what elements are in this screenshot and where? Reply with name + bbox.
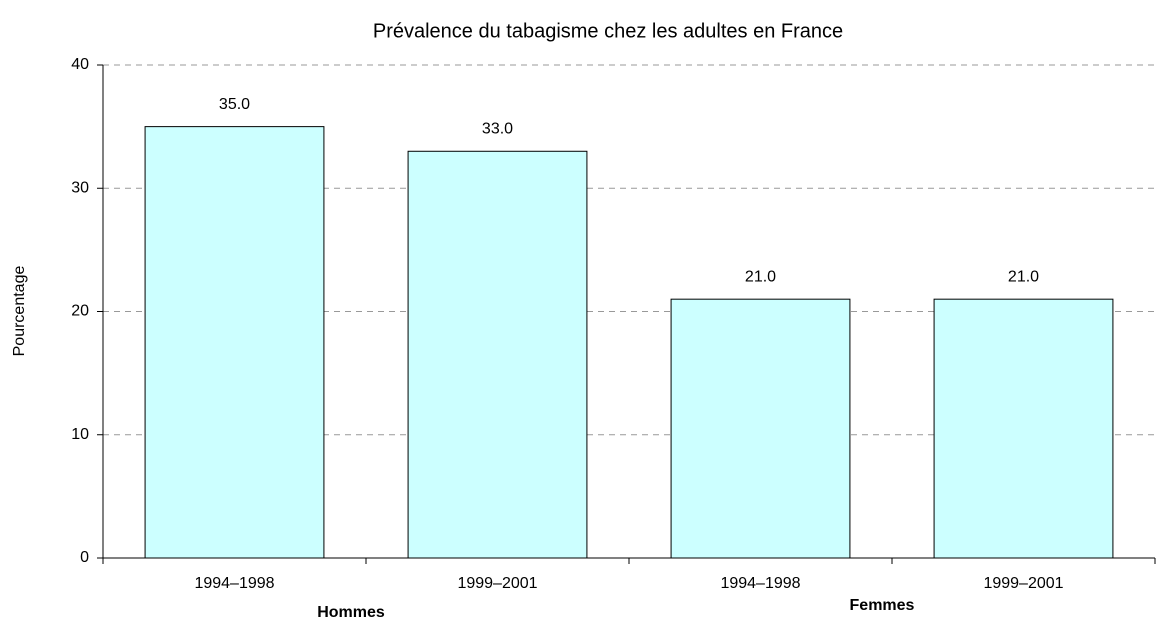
y-tick-label: 20	[71, 303, 89, 320]
x-tick-label: 1999–2001	[457, 575, 537, 592]
x-tick-label: 1999–2001	[983, 575, 1063, 592]
value-label: 21.0	[1008, 268, 1039, 285]
value-label: 33.0	[482, 120, 513, 137]
group-label: Hommes	[317, 604, 385, 621]
bar	[407, 150, 588, 559]
value-label: 21.0	[745, 268, 776, 285]
y-tick-label: 0	[80, 549, 89, 566]
y-axis-label: Pourcentage	[11, 266, 28, 357]
y-tick-label: 10	[71, 426, 89, 443]
value-label: 35.0	[219, 96, 250, 113]
bar	[144, 126, 325, 559]
x-tick-label: 1994–1998	[194, 575, 274, 592]
group-label: Femmes	[850, 597, 915, 614]
bar	[933, 298, 1114, 559]
bar	[670, 298, 851, 559]
y-tick-label: 40	[71, 56, 89, 73]
y-tick-label: 30	[71, 179, 89, 196]
chart-title: Prévalence du tabagisme chez les adultes…	[373, 20, 843, 42]
x-tick-label: 1994–1998	[720, 575, 800, 592]
